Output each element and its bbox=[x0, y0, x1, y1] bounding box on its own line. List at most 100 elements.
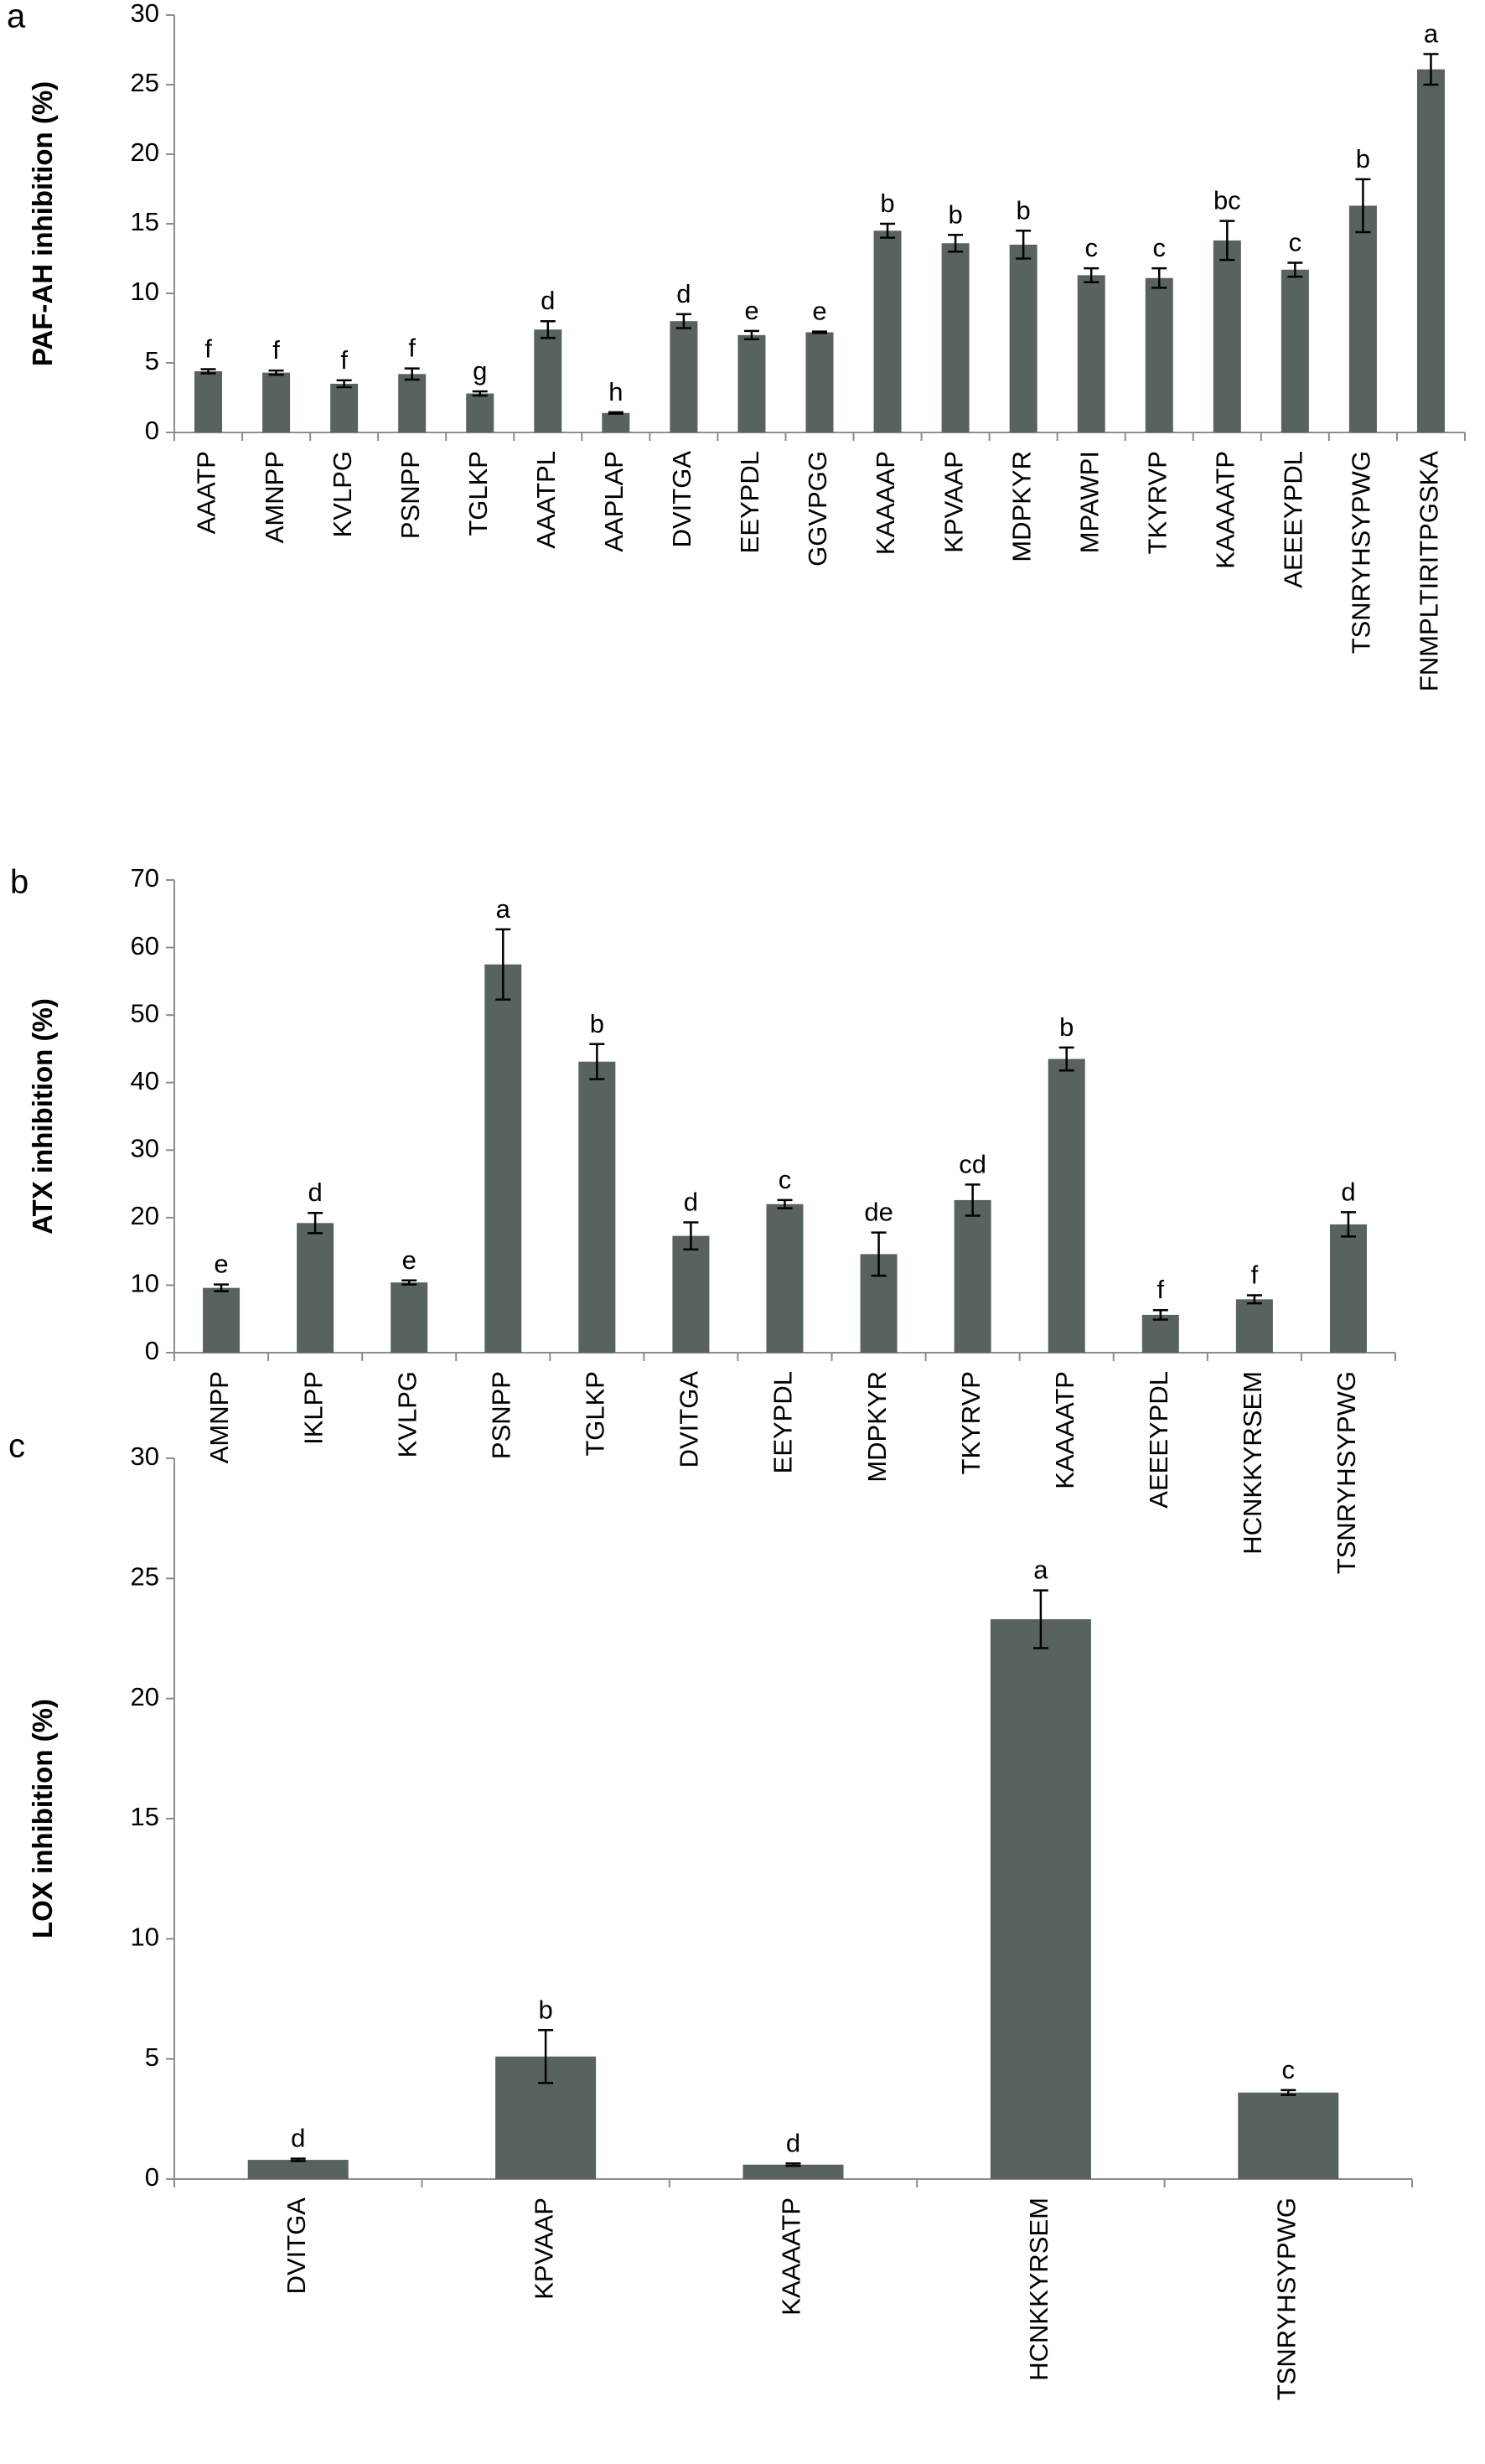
x-category-label: KPVAAP bbox=[939, 451, 968, 553]
bar bbox=[766, 1204, 804, 1353]
significance-letter: d bbox=[676, 279, 691, 308]
x-category-label: HCNKKYRSEM bbox=[1024, 2197, 1053, 2381]
significance-letter: f bbox=[204, 334, 212, 363]
x-category-label: TSNRYHSYPWG bbox=[1332, 1371, 1361, 1574]
significance-letter: b bbox=[538, 1995, 552, 2024]
panel-a-chart: a PAF-AH inhibition (%) 0 5 10 15 20 25 30 f AAATP… bbox=[7, 0, 1466, 691]
bar bbox=[805, 332, 834, 432]
x-category-label: FNMPLTIRITPGSKA bbox=[1415, 451, 1444, 691]
bar bbox=[1077, 275, 1105, 432]
bar bbox=[330, 383, 359, 432]
x-category-label: TGLKP bbox=[581, 1371, 610, 1457]
y-tick-label: 20 bbox=[131, 137, 159, 167]
significance-letter: bc bbox=[1213, 186, 1241, 215]
bar bbox=[194, 370, 223, 432]
significance-letter: d bbox=[291, 2124, 305, 2153]
y-tick-label: 15 bbox=[131, 1802, 159, 1831]
panel-label: a bbox=[7, 0, 26, 35]
y-tick-label: 0 bbox=[145, 1336, 159, 1365]
significance-letter: d bbox=[684, 1187, 698, 1216]
bar bbox=[466, 393, 494, 432]
x-category-label: KVLPG bbox=[328, 451, 357, 537]
significance-letter: a bbox=[496, 894, 511, 924]
bar bbox=[484, 964, 522, 1353]
x-category-label: DVITGA bbox=[667, 451, 696, 548]
significance-letter: h bbox=[608, 377, 623, 406]
significance-letter: b bbox=[880, 189, 894, 218]
bar bbox=[941, 243, 970, 432]
significance-letter: c bbox=[1153, 233, 1167, 262]
significance-letter: d bbox=[1341, 1177, 1355, 1206]
x-category-label: GGVPGG bbox=[803, 451, 832, 567]
x-category-label: DVITGA bbox=[282, 2197, 311, 2295]
significance-letter: c bbox=[1289, 227, 1302, 256]
bar bbox=[742, 2164, 844, 2179]
significance-letter: e bbox=[744, 296, 758, 325]
significance-letter: a bbox=[1033, 1556, 1048, 1585]
y-tick-label: 30 bbox=[131, 1442, 159, 1471]
bar bbox=[672, 1235, 710, 1353]
x-category-label: KAAAAP bbox=[871, 451, 900, 555]
bar bbox=[391, 1282, 428, 1353]
panel-label: b bbox=[10, 864, 28, 901]
significance-letter: c bbox=[1282, 2055, 1296, 2084]
y-tick-label: 10 bbox=[131, 1923, 159, 1952]
y-tick-label: 30 bbox=[131, 0, 159, 28]
significance-letter: d bbox=[541, 286, 555, 315]
significance-letter: c bbox=[1084, 233, 1098, 262]
x-category-label: TKYRVP bbox=[1142, 451, 1172, 554]
significance-letter: cd bbox=[959, 1149, 986, 1178]
bar bbox=[1009, 244, 1037, 432]
x-category-label: PSNPP bbox=[396, 451, 425, 539]
x-category-label: KVLPG bbox=[392, 1371, 422, 1457]
x-category-label: TSNRYHSYPWG bbox=[1271, 2197, 1301, 2400]
significance-letter: d bbox=[308, 1178, 322, 1207]
y-tick-label: 20 bbox=[131, 1201, 159, 1230]
y-tick-label: 5 bbox=[145, 346, 159, 375]
x-category-label: AAATP bbox=[192, 451, 221, 534]
significance-letter: e bbox=[402, 1245, 417, 1275]
bar bbox=[1281, 269, 1309, 432]
bar bbox=[602, 412, 630, 432]
y-tick-label: 20 bbox=[131, 1682, 159, 1711]
y-tick-label: 0 bbox=[145, 416, 159, 445]
x-category-label: TGLKP bbox=[463, 451, 493, 536]
significance-letter: c bbox=[779, 1165, 792, 1194]
bar bbox=[297, 1223, 334, 1353]
y-axis-title: ATX inhibition (%) bbox=[27, 998, 58, 1235]
significance-letter: b bbox=[590, 1009, 604, 1038]
significance-letter: f bbox=[1251, 1260, 1259, 1290]
significance-letter: a bbox=[1424, 18, 1439, 48]
significance-letter: f bbox=[272, 335, 280, 365]
y-tick-label: 40 bbox=[131, 1066, 159, 1095]
significance-letter: e bbox=[214, 1250, 228, 1279]
y-axis-title: PAF-AH inhibition (%) bbox=[27, 81, 58, 366]
x-category-label: AMNPP bbox=[260, 451, 289, 543]
bar bbox=[670, 321, 698, 432]
x-category-label: MDPKYR bbox=[1006, 451, 1036, 562]
bar bbox=[578, 1061, 616, 1353]
x-category-label: PSNPP bbox=[486, 1371, 515, 1459]
x-category-label: EEYPDL bbox=[735, 451, 764, 553]
x-category-label: KAAAATP bbox=[1211, 451, 1240, 569]
x-category-label: KAAAATP bbox=[1050, 1371, 1079, 1489]
bar bbox=[954, 1199, 991, 1353]
x-category-label: AAATPL bbox=[531, 451, 561, 549]
significance-letter: f bbox=[1156, 1275, 1164, 1304]
significance-letter: d bbox=[786, 2128, 800, 2157]
x-category-label: AEEEYPDL bbox=[1144, 1371, 1173, 1509]
y-tick-label: 0 bbox=[145, 2162, 159, 2192]
x-category-label: MPAWPI bbox=[1074, 451, 1104, 553]
bar bbox=[262, 372, 291, 432]
panel-label: c bbox=[8, 1428, 25, 1465]
y-tick-label: 60 bbox=[131, 931, 159, 960]
significance-letter: g bbox=[473, 356, 487, 386]
bar bbox=[1329, 1224, 1367, 1353]
y-tick-label: 50 bbox=[131, 998, 159, 1028]
y-tick-label: 15 bbox=[131, 207, 159, 236]
significance-letter: b bbox=[1356, 144, 1370, 173]
x-category-label: KPVAAP bbox=[529, 2197, 558, 2300]
bar bbox=[1048, 1059, 1085, 1353]
bar bbox=[1348, 205, 1377, 433]
x-category-label: IKLPP bbox=[298, 1371, 328, 1445]
